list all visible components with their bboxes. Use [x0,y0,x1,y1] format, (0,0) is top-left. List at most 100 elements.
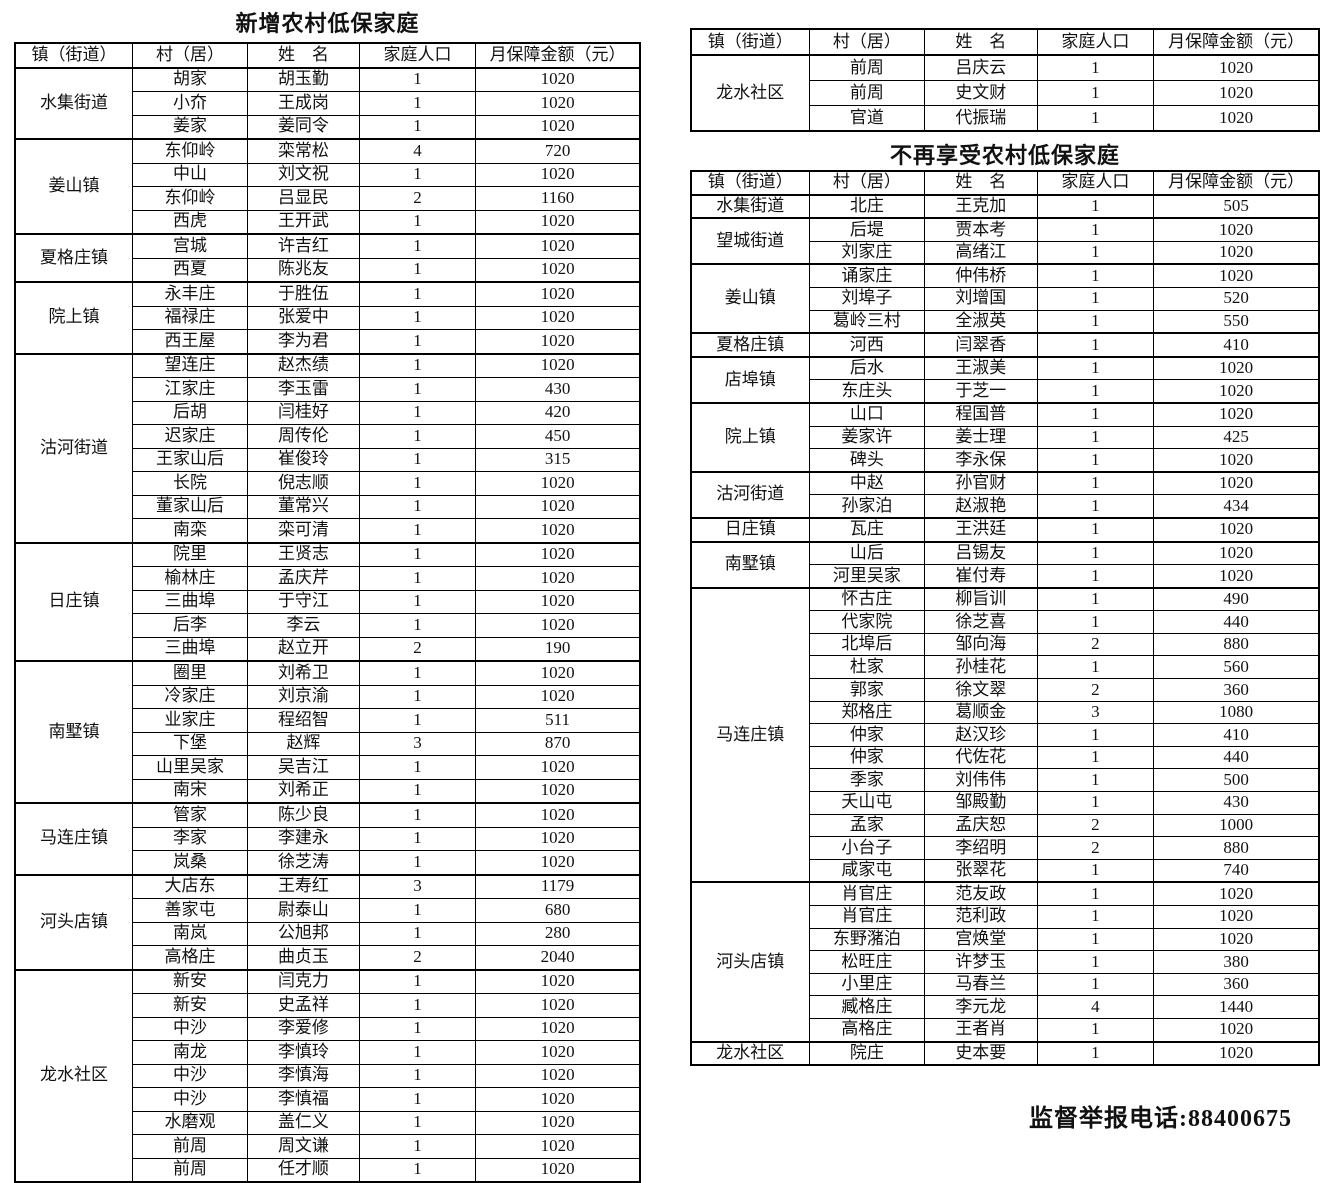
village-cell: 业家庄 [132,708,248,733]
village-cell: 姜家许 [808,425,926,450]
population-cell: 1 [358,1040,477,1065]
population-cell: 1 [1036,950,1155,974]
table-row: 高格庄 曲贞玉 2 2040 [15,945,641,970]
village-cell: 河里吴家 [808,564,926,589]
name-cell: 程国普 [924,401,1038,427]
town-cell: 水集街道 [690,193,810,219]
village-cell: 西夏 [132,257,248,283]
name-cell: 赵淑艳 [924,494,1038,519]
population-cell: 1 [1036,745,1155,770]
population-cell: 1 [358,1157,477,1183]
column-header: 村（居） [132,42,248,69]
table-row: 龙水社区 新安 闫克力 1 1020 [14,968,641,1183]
population-cell: 2 [1036,632,1155,657]
table-row: 夏格庄镇 河西 闫翠香 1 410 [690,332,1320,358]
population-cell: 1 [358,1110,477,1135]
village-cell: 北埠后 [808,632,926,657]
name-cell: 张翠花 [924,858,1038,883]
population-cell: 1 [358,424,477,449]
table-row: 前周 周文谦 1 1020 [15,1134,641,1159]
population-cell: 1 [358,233,477,259]
table-row: 南宋 刘希正 1 1020 [15,778,641,804]
name-cell: 孙桂花 [924,655,1038,680]
population-cell: 1 [1036,494,1155,519]
population-cell: 1 [1036,927,1155,952]
name-cell: 李绍明 [924,836,1038,860]
amount-cell: 740 [1153,858,1320,883]
amount-cell: 1020 [475,233,641,259]
table-row: 咸家屯 张翠花 1 740 [691,858,1320,883]
amount-cell: 1020 [475,993,641,1018]
name-cell: 孟庆恕 [924,813,1038,838]
village-cell: 迟家庄 [132,424,248,449]
population-cell: 4 [1036,995,1155,1019]
village-cell: 杜家 [808,655,926,680]
table-row: 李家 李建永 1 1020 [15,826,641,851]
amount-cell: 720 [475,138,641,164]
amount-cell: 1020 [1153,470,1320,496]
village-cell: 肖官庄 [808,881,926,907]
table-row: 夏格庄镇 宫城 许吉红 1 1020 [14,233,641,283]
population-cell: 1 [358,684,477,709]
village-cell: 碑头 [808,448,926,473]
population-cell: 1 [358,400,477,425]
village-cell: 仲家 [808,745,926,770]
name-cell: 于芝一 [924,379,1038,404]
name-cell: 史孟祥 [247,993,360,1018]
table-row: 日庄镇 瓦庄 王洪廷 1 1020 [690,516,1320,542]
table-row: 长院 倪志顺 1 1020 [15,471,641,496]
new-families-title: 新增农村低保家庭 [235,11,420,36]
table-row: 南龙 李慎玲 1 1020 [15,1040,641,1065]
village-cell: 榆林庄 [132,566,248,591]
table-row: 姜山镇 诵家庄 仲伟桥 1 1020 [690,263,1320,334]
table-row: 南墅镇 山后 吕锡友 1 1020 [690,540,1320,589]
amount-cell: 1160 [475,186,641,211]
name-cell: 吴吉江 [247,755,360,780]
amount-cell: 440 [1153,745,1320,770]
name-cell: 许梦玉 [924,950,1038,974]
amount-cell: 1020 [1153,217,1320,242]
population-cell: 1 [1036,905,1155,929]
amount-cell: 1020 [475,471,641,496]
amount-cell: 550 [1153,309,1320,334]
name-cell: 邹殿勤 [924,791,1038,815]
population-cell: 2 [1036,678,1155,702]
village-cell: 前周 [132,1134,248,1159]
name-cell: 赵辉 [247,731,360,756]
village-cell: 善家屯 [132,898,248,923]
table-row: 臧格庄 李元龙 4 1440 [691,995,1320,1019]
column-header: 家庭人口 [358,42,477,69]
amount-cell: 1020 [1153,240,1320,265]
village-cell: 新安 [132,993,248,1018]
village-cell: 肖官庄 [808,905,926,929]
name-cell: 姜士理 [924,425,1038,450]
amount-cell: 560 [1153,655,1320,680]
population-cell: 1 [1036,80,1155,106]
village-cell: 西虎 [132,209,248,235]
amount-cell: 1020 [1153,80,1320,106]
population-cell: 1 [358,850,477,875]
table-row: 南岚 公旭邦 1 280 [15,921,641,946]
table-row: 望城街道 后堤 贾本考 1 1020 [690,217,1320,265]
village-cell: 山口 [808,401,926,427]
amount-cell: 1020 [475,352,641,378]
amount-cell: 1020 [475,850,641,875]
amount-cell: 1020 [1153,379,1320,404]
name-cell: 王开武 [247,209,360,235]
name-cell: 程绍智 [247,708,360,733]
amount-cell: 434 [1153,494,1320,519]
population-cell: 1 [1036,881,1155,907]
population-cell: 1 [1036,401,1155,427]
village-cell: 王家山后 [132,447,248,472]
amount-cell: 1020 [475,494,641,519]
population-cell: 1 [358,802,477,828]
column-header: 村（居） [808,170,926,196]
amount-cell: 1020 [475,209,641,235]
name-cell: 史本要 [924,1040,1038,1066]
name-cell: 盖仁义 [247,1110,360,1135]
village-cell: 岚桑 [132,850,248,875]
village-cell: 李家 [132,826,248,851]
amount-cell: 1020 [475,566,641,591]
name-cell: 王贤志 [247,541,360,567]
name-cell: 徐文翠 [924,678,1038,702]
